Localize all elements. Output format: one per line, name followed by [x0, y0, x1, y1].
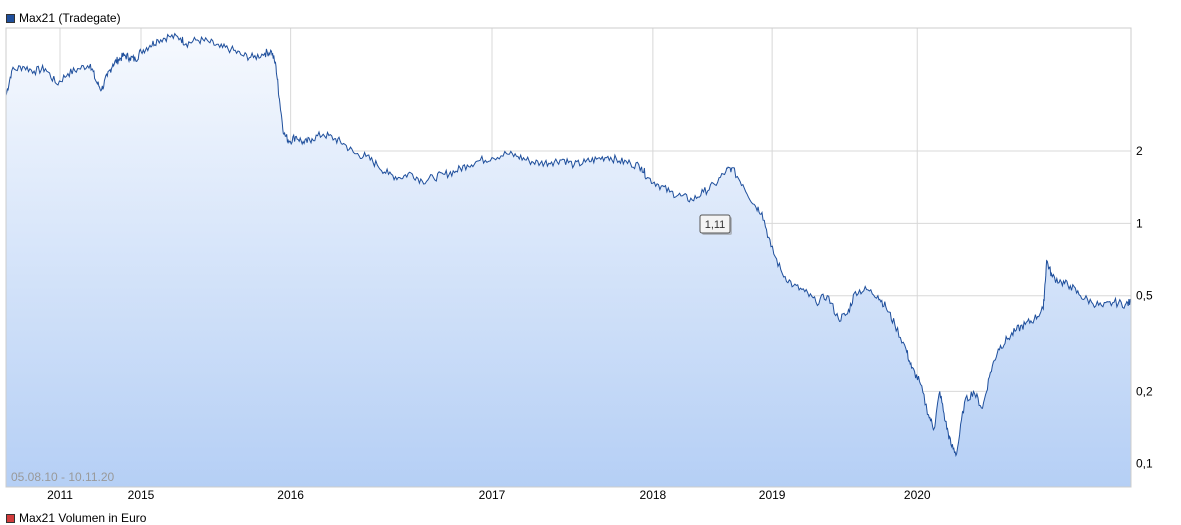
- x-tick-label: 2020: [904, 488, 931, 502]
- y-tick-label: 1: [1136, 216, 1143, 230]
- y-tick-label: 0,5: [1136, 289, 1153, 303]
- y-axis: 2 1 0,5 0,2 0,1: [1136, 144, 1153, 471]
- x-axis: 2011 2015 2016 2017 2018 2019 2020: [47, 488, 931, 502]
- x-tick-label: 2018: [640, 488, 667, 502]
- x-tick-label: 2011: [47, 488, 73, 502]
- tooltip-value: 1,11: [705, 219, 726, 231]
- x-tick-label: 2016: [277, 488, 304, 502]
- legend-price: Max21 (Tradegate): [6, 11, 121, 25]
- price-line[interactable]: [5, 32, 1132, 458]
- volume-swatch-icon: [6, 513, 15, 523]
- value-tooltip: 1,11: [699, 214, 732, 235]
- legend-price-label: Max21 (Tradegate): [19, 11, 121, 25]
- plot-frame: [5, 27, 1132, 488]
- x-tick-label: 2017: [479, 488, 506, 502]
- price-swatch-icon: [6, 13, 15, 23]
- price-area: [6, 33, 1131, 487]
- y-tick-label: 2: [1136, 144, 1143, 158]
- y-tick-label: 0,2: [1136, 384, 1153, 398]
- y-tick-label: 0,1: [1136, 457, 1153, 471]
- x-tick-label: 2015: [128, 488, 155, 502]
- legend-volume: Max21 Volumen in Euro: [6, 511, 146, 525]
- x-tick-label: 2019: [759, 488, 786, 502]
- legend-volume-label: Max21 Volumen in Euro: [19, 511, 147, 525]
- date-range-label: 05.08.10 - 10.11.20: [11, 470, 115, 484]
